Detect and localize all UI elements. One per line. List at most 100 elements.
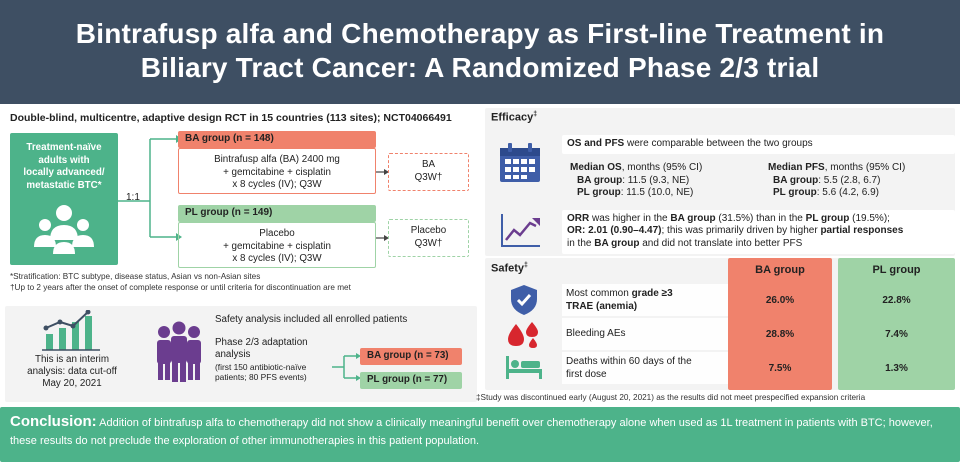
row1-pl-value: 22.8% — [882, 295, 911, 306]
safety-row-3-label: Deaths within 60 days of the first dose — [566, 356, 692, 381]
safety-column-ba — [728, 258, 832, 390]
interim-line-2: analysis: data cut-off — [27, 366, 117, 377]
ba-group-label: BA group (n = 148) — [178, 131, 376, 148]
partial-responses: partial responses — [820, 225, 904, 237]
orr-text-3: (19.5%); — [849, 213, 890, 224]
os-pfs-rest: were comparable between the two groups — [624, 138, 813, 149]
row3-text-b: first dose — [566, 368, 607, 380]
ba-adaptation-n: BA group (n = 73) — [360, 348, 462, 365]
row3-text-a: Deaths within 60 days of the — [566, 356, 692, 367]
safety-header-ba: BA group — [755, 264, 805, 276]
interim-line-1: This is an interim — [34, 354, 110, 365]
median-os-label: Median OS — [570, 162, 622, 173]
orr-text-5: and did not translate into better PFS — [639, 237, 803, 249]
safety-title-text: Safety — [491, 262, 525, 275]
pl-maintenance-line-1: Placebo — [410, 225, 447, 236]
efficacy-title-mark: ‡ — [533, 111, 538, 118]
row3-pl-value: 1.3% — [885, 363, 908, 374]
os-pl-label: PL group — [577, 187, 621, 198]
pl-maintenance-line-2: Q3W† — [414, 237, 443, 249]
pl-group-label: PL group (n = 149) — [178, 205, 376, 222]
trend-up-icon — [501, 214, 540, 247]
row1-text-c: TRAE (anemia) — [566, 300, 638, 312]
pl-maintenance: Placebo Q3W† — [388, 219, 469, 257]
median-pfs: Median PFS, months (95% CI) BA group: 5.… — [768, 162, 906, 200]
maintenance-arrows — [376, 169, 389, 241]
os-pfs-summary: OS and PFS were comparable between the t… — [562, 135, 955, 154]
median-pfs-label: Median PFS — [768, 162, 825, 173]
population-line-2: adults with — [38, 154, 90, 166]
os-ba-value: : 11.5 (9.3, NE) — [622, 174, 690, 186]
orr-ba: BA group — [670, 213, 716, 224]
row1-ba-value: 26.0% — [765, 295, 795, 306]
os-ba-label: BA group — [577, 174, 623, 186]
calendar-icon — [500, 143, 540, 182]
adaptation-arrows — [332, 353, 361, 381]
safety-row-1-label: Most common grade ≥3 TRAE (anemia) — [566, 288, 673, 313]
ba-regimen-line-2: + gemcitabine + cisplatin — [223, 166, 331, 178]
safety-footnote: ‡Study was discontinued early (August 20… — [476, 393, 866, 402]
orr-ba-2: BA group — [594, 237, 640, 249]
row3-ba-value: 7.5% — [768, 363, 792, 374]
randomization-arrows — [118, 135, 182, 241]
orr-summary: ORR was higher in the BA group (31.5%) t… — [562, 210, 955, 254]
orr-text-1: was higher in the — [589, 213, 671, 224]
safety-population-note: Safety analysis included all enrolled pa… — [215, 314, 408, 325]
or-text: ; this was primarily driven by higher — [661, 225, 821, 237]
safety-row-2-bg — [562, 318, 728, 350]
median-pfs-unit: , months (95% CI) — [824, 162, 906, 173]
population-line-4: metastatic BTC* — [26, 179, 102, 191]
adaptation-analysis-note: Phase 2/3 adaptation analysis (first 150… — [215, 337, 333, 382]
safety-column-pl — [838, 258, 955, 390]
footnote-stratification: *Stratification: BTC subtype, disease st… — [10, 272, 261, 281]
safety-row-1-bg — [562, 284, 728, 316]
page-header: Bintrafusp alfa and Chemotherapy as Firs… — [0, 0, 960, 104]
pl-regimen-line-3: x 8 cycles (IV); Q3W — [232, 253, 322, 264]
conclusion-text: Addition of bintrafusp alfa to chemother… — [10, 417, 933, 447]
os-pfs-bold: OS and PFS — [567, 138, 625, 149]
pl-regimen-line-2: + gemcitabine + cisplatin — [223, 240, 331, 252]
ba-maintenance-line-1: BA — [421, 159, 436, 170]
efficacy-title: Efficacy‡ — [491, 111, 537, 124]
adaptation-detail: (first 150 antibiotic-naïve patients; 80… — [215, 362, 307, 382]
hospital-bed-icon — [506, 356, 542, 379]
interim-line-3: May 20, 2021 — [42, 378, 102, 389]
ba-regimen-line-3: x 8 cycles (IV); Q3W — [232, 179, 322, 190]
row1-text-b: grade ≥3 — [631, 288, 673, 299]
title-line-2: Biliary Tract Cancer: A Randomized Phase… — [140, 52, 820, 83]
population-line-1: Treatment-naïve — [26, 142, 102, 153]
row2-ba-value: 28.8% — [765, 329, 795, 340]
ba-maintenance: BA Q3W† — [388, 153, 469, 191]
pfs-ba-label: BA group — [773, 174, 819, 186]
odds-ratio: OR: 2.01 (0.90–4.47) — [567, 225, 662, 237]
interim-note: This is an interim analysis: data cut-of… — [22, 354, 122, 390]
design-footnotes: *Stratification: BTC subtype, disease st… — [10, 272, 351, 293]
safety-title-mark: ‡ — [524, 262, 528, 269]
adaptation-line-2: analysis — [215, 349, 251, 360]
safety-header-pl: PL group — [872, 264, 921, 276]
orr-pl: PL group — [805, 213, 850, 224]
bar-chart-icon — [42, 310, 100, 351]
title-line-1: Bintrafusp alfa and Chemotherapy as Firs… — [75, 18, 885, 49]
orr-text-2: (31.5%) than in the — [715, 213, 806, 224]
median-os: Median OS, months (95% CI) BA group: 11.… — [570, 162, 703, 200]
pfs-pl-label: PL group — [773, 187, 817, 198]
ba-regimen-line-1: Bintrafusp alfa (BA) 2400 mg — [214, 154, 340, 165]
blood-drops-icon — [508, 322, 538, 348]
safety-title: Safety‡ — [491, 262, 528, 275]
conclusion-banner — [0, 407, 960, 462]
patients-icon — [157, 321, 201, 382]
population-line-3: locally advanced/ — [23, 167, 105, 178]
efficacy-title-text: Efficacy — [491, 111, 534, 124]
orr-text-4: in the — [567, 237, 595, 249]
randomization-ratio: 1:1 — [126, 192, 140, 203]
safety-row-3-bg — [562, 352, 728, 384]
median-os-unit: , months (95% CI) — [621, 162, 703, 173]
design-title: Double-blind, multicentre, adaptive desi… — [10, 112, 452, 124]
orr-label: ORR — [567, 213, 590, 224]
safety-row-2-label: Bleeding AEs — [566, 328, 626, 339]
conclusion: Conclusion: Addition of bintrafusp alfa … — [10, 413, 950, 450]
row2-pl-value: 7.4% — [885, 329, 908, 340]
pl-regimen-line-1: Placebo — [259, 228, 295, 239]
footnote-maintenance: †Up to 2 years after the onset of comple… — [10, 282, 351, 292]
